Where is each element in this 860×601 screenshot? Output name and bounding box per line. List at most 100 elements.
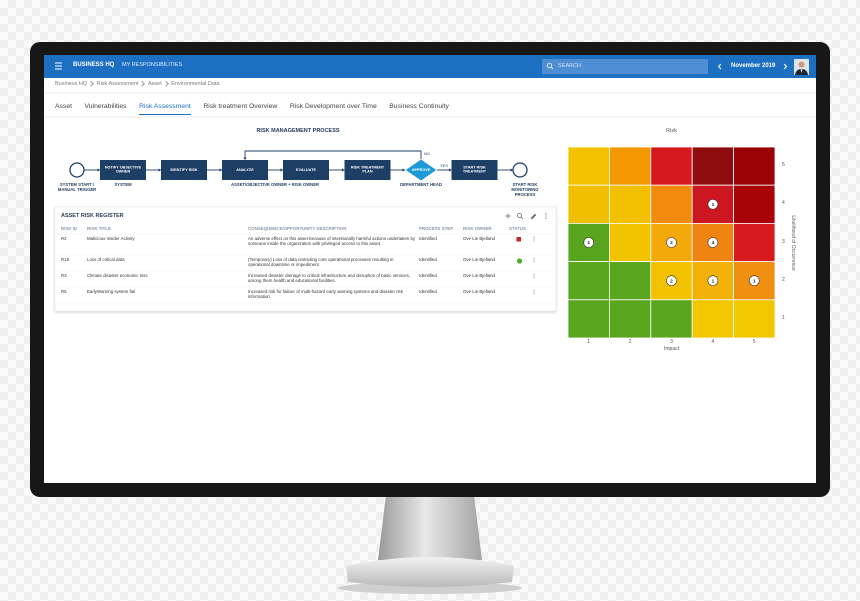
lane-label: START RISK MONITORING PROCESS (511, 182, 539, 197)
y-tick-label: 2 (782, 276, 785, 283)
flow-label: YES (440, 163, 449, 168)
y-tick-label: 5 (782, 162, 785, 169)
marker-count: 1 (712, 278, 715, 284)
risk-marker[interactable]: 1 (707, 199, 719, 210)
tab[interactable]: Business Continuity (389, 103, 449, 110)
tab[interactable]: Risk treatment Overview (203, 103, 278, 110)
heat-cell (733, 222, 776, 262)
dot (533, 293, 535, 295)
risk-id: R2 (61, 236, 67, 241)
dot (533, 289, 535, 291)
column-header: CONSEQUENCE/OPPORTUNITY DESCRIPTION (248, 226, 347, 231)
marker-circle (666, 237, 677, 248)
search-box[interactable] (542, 59, 708, 74)
marker-circle (707, 275, 719, 287)
arrowhead (243, 157, 247, 160)
y-axis-label: Likelihood of Occurrence (789, 214, 796, 271)
risk-owner: Ove Lie Bjelland (463, 257, 495, 262)
lane-label: DEPARTMENT HEAD (400, 182, 442, 187)
search-icon[interactable] (517, 213, 523, 219)
risk-marker[interactable]: 1 (707, 275, 719, 287)
risk-description: (Temporary) Loss of data restricting cor… (248, 257, 394, 268)
process-step (451, 160, 498, 180)
risk-marker[interactable]: 1 (748, 275, 760, 287)
menu-icon[interactable] (55, 62, 62, 70)
marker-circle (583, 237, 595, 248)
breadcrumb-item[interactable]: Asset (147, 81, 162, 87)
process-step (100, 160, 146, 180)
marker-count: 1 (587, 240, 590, 246)
x-tick-label: 3 (670, 339, 673, 345)
risk-marker[interactable]: 4 (707, 237, 719, 248)
heat-cell (733, 184, 776, 224)
tab[interactable]: Asset (55, 103, 72, 110)
marker-count: 1 (712, 202, 715, 208)
column-header: STATUS (509, 226, 526, 231)
breadcrumb-item[interactable]: Risk Assessment (96, 81, 139, 87)
y-tick-label: 1 (782, 315, 785, 322)
register-tools (505, 213, 547, 219)
process-step (344, 160, 391, 180)
row-menu[interactable] (533, 257, 535, 263)
marker-circle (666, 275, 677, 287)
dot (533, 291, 535, 293)
step-label: START RISK TREATMENT (462, 165, 487, 174)
breadcrumb-item[interactable]: Environmental Data (171, 81, 220, 87)
period: November 2019 (731, 62, 776, 69)
marker-count: 4 (712, 240, 715, 246)
marker-count: 1 (753, 278, 756, 284)
lane-label: SYSTEM (114, 182, 132, 187)
row-menu[interactable] (533, 273, 535, 279)
tab[interactable]: Risk Development over Time (289, 103, 377, 110)
register-panel (54, 206, 557, 312)
lane-label: SYSTEM START / MANUAL TRIGGER (57, 182, 97, 192)
process-step (161, 160, 207, 180)
risk-id: R3 (61, 273, 67, 278)
column-header: RISK OWNER (463, 226, 492, 231)
brand[interactable]: BUSINESS HQ (73, 62, 115, 68)
x-tick-label: 4 (711, 339, 715, 345)
column-header: RISK TITLE (87, 226, 111, 231)
risk-description: Increased disaster damage to critical in… (248, 273, 411, 284)
dot (533, 236, 535, 238)
dot (533, 277, 535, 279)
breadcrumb: Business HQ Risk Assessment Asset Environme… (55, 81, 220, 87)
flow-label: NO (424, 151, 430, 156)
tab[interactable]: Vulnerabilities (84, 103, 127, 110)
tab[interactable]: Risk Assessment (139, 103, 191, 115)
heat-cell (609, 299, 652, 339)
avatar[interactable] (794, 59, 809, 75)
edit-icon[interactable] (531, 213, 537, 219)
y-tick-label: 3 (782, 238, 785, 245)
step-label: ANALYZE (236, 167, 254, 172)
next-period[interactable] (783, 63, 788, 70)
risk-title: Climate disaster economic loss (87, 273, 148, 278)
nav-link[interactable]: MY RESPONSIBILITIES (122, 62, 183, 68)
marker-circle (748, 275, 760, 287)
risk-marker[interactable]: 2 (666, 275, 677, 287)
risk-title: Loss of critical data (87, 257, 125, 262)
arrowhead (158, 168, 161, 172)
more-icon[interactable] (545, 213, 547, 219)
arrowhead (280, 168, 283, 172)
row-menu[interactable] (533, 289, 535, 295)
step-label: NOTIFY OBJECTIVE OWNER (104, 165, 142, 174)
step-label: IDENTIFY RISK (170, 167, 198, 172)
dot (533, 259, 535, 261)
risk-marker[interactable]: 2 (666, 237, 677, 248)
add-icon[interactable] (505, 213, 511, 219)
marker-count: 2 (670, 240, 673, 246)
x-tick-label: 1 (587, 339, 591, 345)
x-tick-label: 2 (628, 339, 632, 345)
x-tick-label: 5 (752, 339, 756, 345)
heat-cell (567, 261, 610, 301)
prev-period[interactable] (717, 63, 722, 70)
marker-count: 2 (670, 278, 673, 284)
risk-marker[interactable]: 1 (583, 237, 595, 248)
row-menu[interactable] (533, 236, 535, 242)
marker-circle (707, 237, 719, 248)
breadcrumb-item[interactable]: Business HQ (55, 81, 88, 87)
process-step: Identified (419, 257, 437, 262)
risk-id: R5 (61, 289, 67, 294)
heat-cell (691, 184, 735, 224)
